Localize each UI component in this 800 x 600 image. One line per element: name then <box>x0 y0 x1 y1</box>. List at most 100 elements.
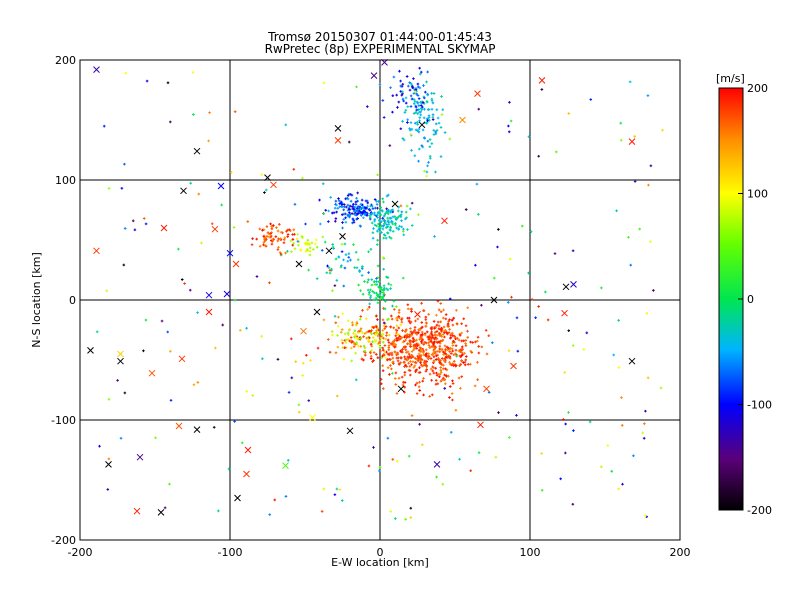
data-point <box>350 359 353 363</box>
data-point <box>645 312 649 315</box>
data-point <box>347 208 351 211</box>
data-point <box>388 144 392 147</box>
cross-marker <box>397 385 405 393</box>
data-point <box>421 443 424 447</box>
data-point <box>380 332 384 336</box>
data-point <box>352 202 355 206</box>
data-point <box>314 238 318 242</box>
data-point <box>451 344 455 347</box>
data-point <box>572 429 575 432</box>
data-point <box>652 289 655 292</box>
data-point <box>381 217 385 220</box>
data-point <box>293 203 297 206</box>
data-point <box>326 264 329 268</box>
data-point <box>419 350 423 353</box>
data-point <box>402 233 406 237</box>
data-point <box>454 348 458 352</box>
data-point <box>382 116 386 119</box>
data-point <box>316 346 320 350</box>
data-point <box>357 344 360 348</box>
data-point <box>409 320 413 324</box>
data-point <box>315 277 319 280</box>
cross-marker <box>205 308 213 316</box>
data-point <box>463 363 467 367</box>
data-point <box>382 284 386 288</box>
data-point <box>353 335 356 339</box>
data-point <box>437 324 441 328</box>
data-point <box>426 164 429 168</box>
data-point <box>644 514 647 518</box>
data-point <box>315 245 319 249</box>
y-axis-ticks: -200 -100 0 100 200 <box>51 54 680 547</box>
data-point <box>403 371 407 374</box>
data-point <box>400 219 403 222</box>
data-point <box>246 220 250 223</box>
data-point <box>346 197 350 201</box>
colorbar-ticks: -200 -100 0 100 200 <box>738 82 772 517</box>
data-point <box>546 318 550 322</box>
data-point <box>381 354 384 358</box>
data-point <box>342 212 346 216</box>
data-point <box>289 337 293 341</box>
data-point <box>458 364 461 368</box>
data-point <box>510 295 513 299</box>
data-point <box>399 356 403 360</box>
data-point <box>378 339 382 343</box>
data-point <box>529 230 533 233</box>
data-point <box>348 327 351 331</box>
data-point <box>355 266 359 270</box>
cross-marker <box>226 249 234 257</box>
data-point <box>336 207 340 210</box>
cross-marker <box>93 66 100 73</box>
data-point <box>123 162 126 166</box>
data-point <box>418 86 422 90</box>
data-point <box>355 217 359 221</box>
data-point <box>362 344 366 348</box>
data-point <box>359 214 363 217</box>
cross-marker <box>391 200 399 208</box>
data-point <box>269 234 273 238</box>
data-point <box>383 350 386 354</box>
data-point <box>408 81 412 84</box>
data-point <box>452 353 456 357</box>
data-point <box>413 100 417 103</box>
data-point <box>332 211 336 215</box>
data-point <box>288 228 291 231</box>
data-point <box>377 222 380 226</box>
data-point <box>454 364 458 368</box>
data-point <box>417 104 421 107</box>
data-point <box>270 225 273 228</box>
data-point <box>430 378 433 382</box>
data-point <box>361 206 365 209</box>
data-point <box>169 120 172 124</box>
data-point <box>407 454 411 458</box>
data-point <box>397 376 401 380</box>
data-point <box>403 357 407 361</box>
data-point <box>470 351 474 354</box>
data-point <box>409 345 412 348</box>
data-point <box>412 112 416 115</box>
data-point <box>435 354 438 358</box>
data-point <box>425 80 428 84</box>
data-point <box>419 104 423 107</box>
x-tick-label: 200 <box>670 546 691 559</box>
data-point <box>354 378 358 382</box>
data-point <box>95 330 99 334</box>
data-point <box>278 251 282 254</box>
data-point <box>377 295 380 299</box>
data-point <box>291 238 295 241</box>
data-point <box>451 398 454 402</box>
data-point <box>361 309 364 312</box>
data-point <box>377 225 381 228</box>
data-point <box>393 351 397 354</box>
data-point <box>307 268 310 272</box>
data-point <box>192 113 195 116</box>
data-point <box>370 212 374 215</box>
data-point <box>376 326 379 330</box>
data-point <box>445 353 448 356</box>
data-point <box>421 364 424 368</box>
data-point <box>412 340 415 344</box>
cross-marker <box>459 116 466 124</box>
data-point <box>414 105 418 109</box>
data-point <box>390 351 394 355</box>
